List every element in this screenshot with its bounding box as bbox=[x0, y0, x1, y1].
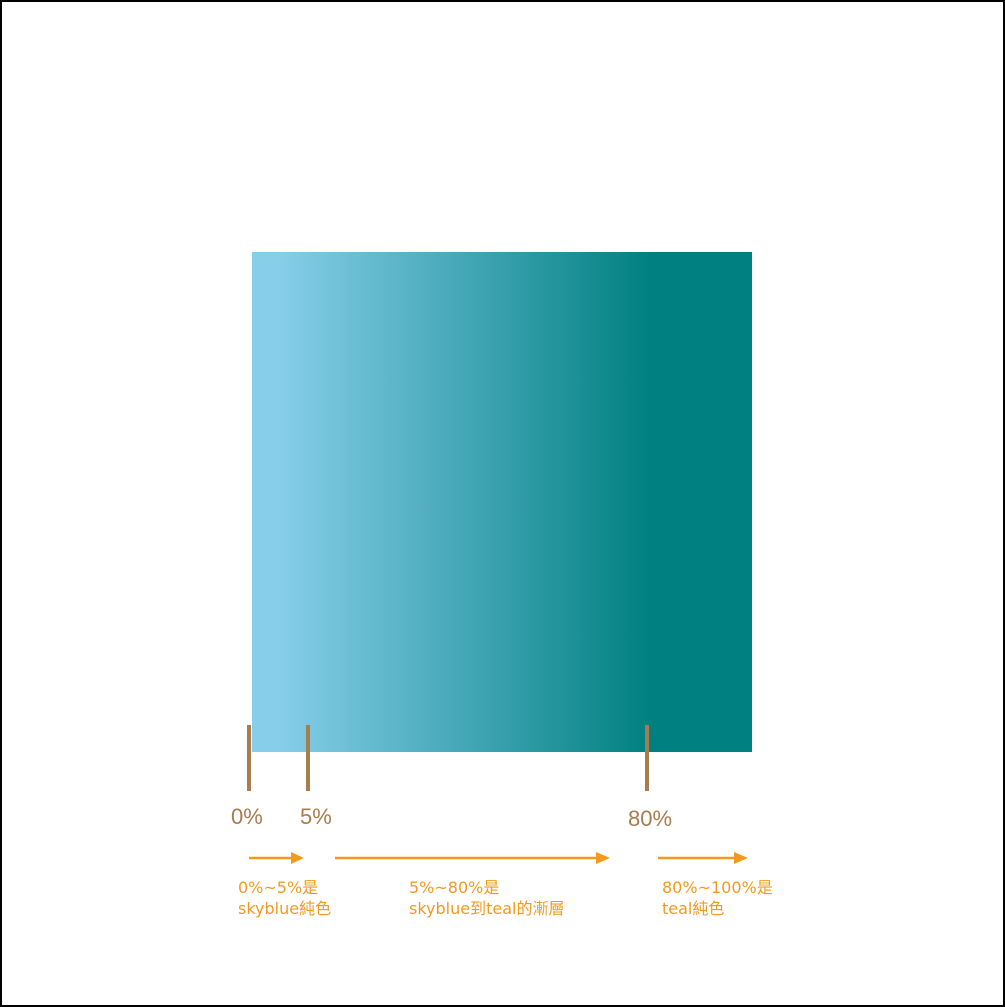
range-note-80-100-line2: teal純色 bbox=[662, 899, 725, 918]
stop-tick-0 bbox=[247, 725, 251, 791]
stop-tick-5 bbox=[306, 725, 310, 791]
range-note-5-80: 5%~80%是 skyblue到teal的漸層 bbox=[409, 877, 564, 919]
range-note-0-5-line1: 0%~5%是 bbox=[238, 878, 319, 897]
range-note-80-100-line1: 80%~100%是 bbox=[662, 878, 773, 897]
stop-tick-80 bbox=[645, 725, 649, 791]
range-arrow-5-80 bbox=[335, 852, 610, 864]
range-note-0-5: 0%~5%是 skyblue純色 bbox=[238, 877, 331, 919]
range-note-0-5-line2: skyblue純色 bbox=[238, 899, 332, 918]
stop-label-0: 0% bbox=[231, 804, 263, 829]
range-arrow-0-5 bbox=[249, 852, 304, 864]
range-note-5-80-line1: 5%~80%是 bbox=[409, 878, 500, 897]
stop-label-5: 5% bbox=[300, 804, 332, 829]
range-note-5-80-line2: skyblue到teal的漸層 bbox=[409, 899, 565, 918]
stop-label-80: 80% bbox=[628, 806, 673, 831]
range-note-80-100: 80%~100%是 teal純色 bbox=[662, 877, 773, 919]
gradient-swatch bbox=[252, 252, 752, 752]
range-arrow-80-100 bbox=[658, 852, 748, 864]
